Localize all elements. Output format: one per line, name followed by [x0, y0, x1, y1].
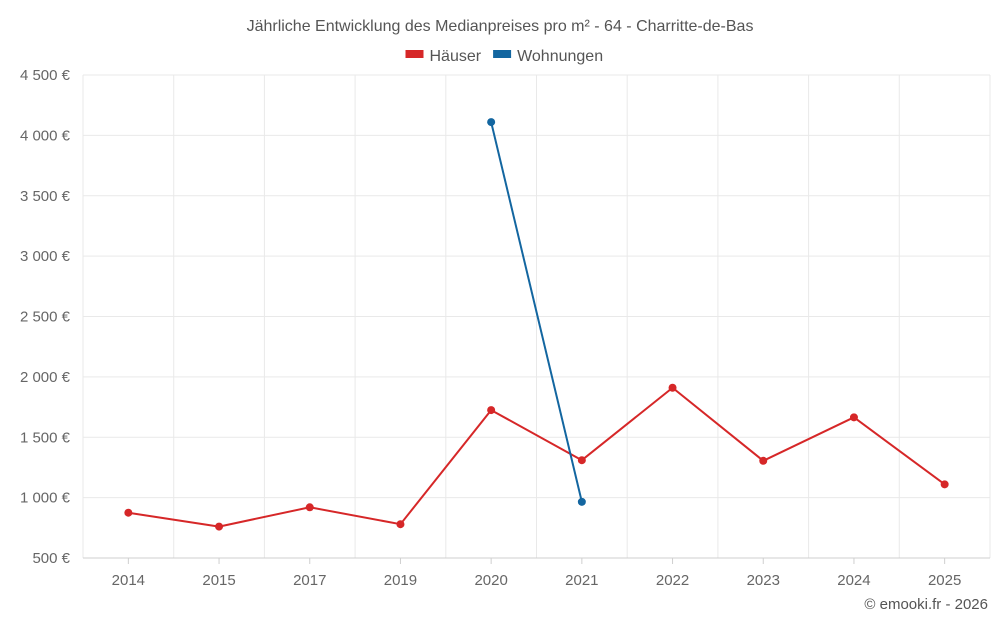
- x-tick-label: 2024: [837, 572, 870, 589]
- data-point-0: [305, 503, 314, 512]
- y-tick-label: 2 500 €: [20, 309, 71, 326]
- data-point-0: [849, 413, 858, 422]
- y-tick-label: 2 000 €: [20, 369, 71, 386]
- series-line-1: [490, 121, 583, 503]
- x-tick-label: 2017: [293, 572, 326, 589]
- x-tick-label: 2021: [565, 572, 598, 589]
- data-point-1: [577, 497, 586, 506]
- data-point-0: [124, 508, 133, 517]
- legend-swatch: [405, 50, 424, 58]
- data-point-0: [668, 383, 677, 392]
- data-point-0: [487, 406, 496, 415]
- x-tick-label: 2022: [656, 572, 689, 589]
- x-tick-label: 2020: [474, 572, 507, 589]
- x-axis: 2014 2015 2017 2019 2020 2021 2022 2023 2024 2025: [112, 558, 961, 589]
- data-point-0: [759, 456, 768, 465]
- data-point-0: [215, 522, 224, 531]
- data-point-0: [577, 456, 586, 465]
- data-point-1: [487, 118, 496, 127]
- series-layer: [124, 118, 949, 531]
- y-tick-label: 3 000 €: [20, 248, 71, 265]
- y-tick-label: 4 000 €: [20, 127, 71, 144]
- y-tick-label: 500 €: [32, 550, 70, 567]
- y-tick-label: 3 500 €: [20, 188, 71, 205]
- credit-text: © emooki.fr - 2026: [864, 596, 988, 613]
- chart-title: Jährliche Entwicklung des Medianpreises …: [247, 18, 754, 35]
- x-tick-label: 2023: [747, 572, 780, 589]
- legend-label: Wohnungen: [517, 48, 603, 65]
- grid-lines: [82, 74, 991, 559]
- data-point-0: [940, 480, 949, 489]
- legend-label: Häuser: [430, 48, 482, 65]
- y-tick-label: 1 000 €: [20, 490, 71, 507]
- y-axis: 500 € 1 000 € 1 500 € 2 000 € 2 500 € 3 000 €…: [20, 67, 71, 567]
- y-tick-label: 4 500 €: [20, 67, 71, 84]
- x-tick-label: 2019: [384, 572, 417, 589]
- series-line-0: [128, 386, 946, 528]
- legend: Häuser Wohnungen: [405, 48, 603, 65]
- data-point-0: [396, 520, 405, 529]
- x-tick-label: 2025: [928, 572, 961, 589]
- y-tick-label: 1 500 €: [20, 429, 71, 446]
- x-tick-label: 2014: [112, 572, 145, 589]
- x-tick-label: 2015: [202, 572, 235, 589]
- legend-swatch: [493, 50, 512, 58]
